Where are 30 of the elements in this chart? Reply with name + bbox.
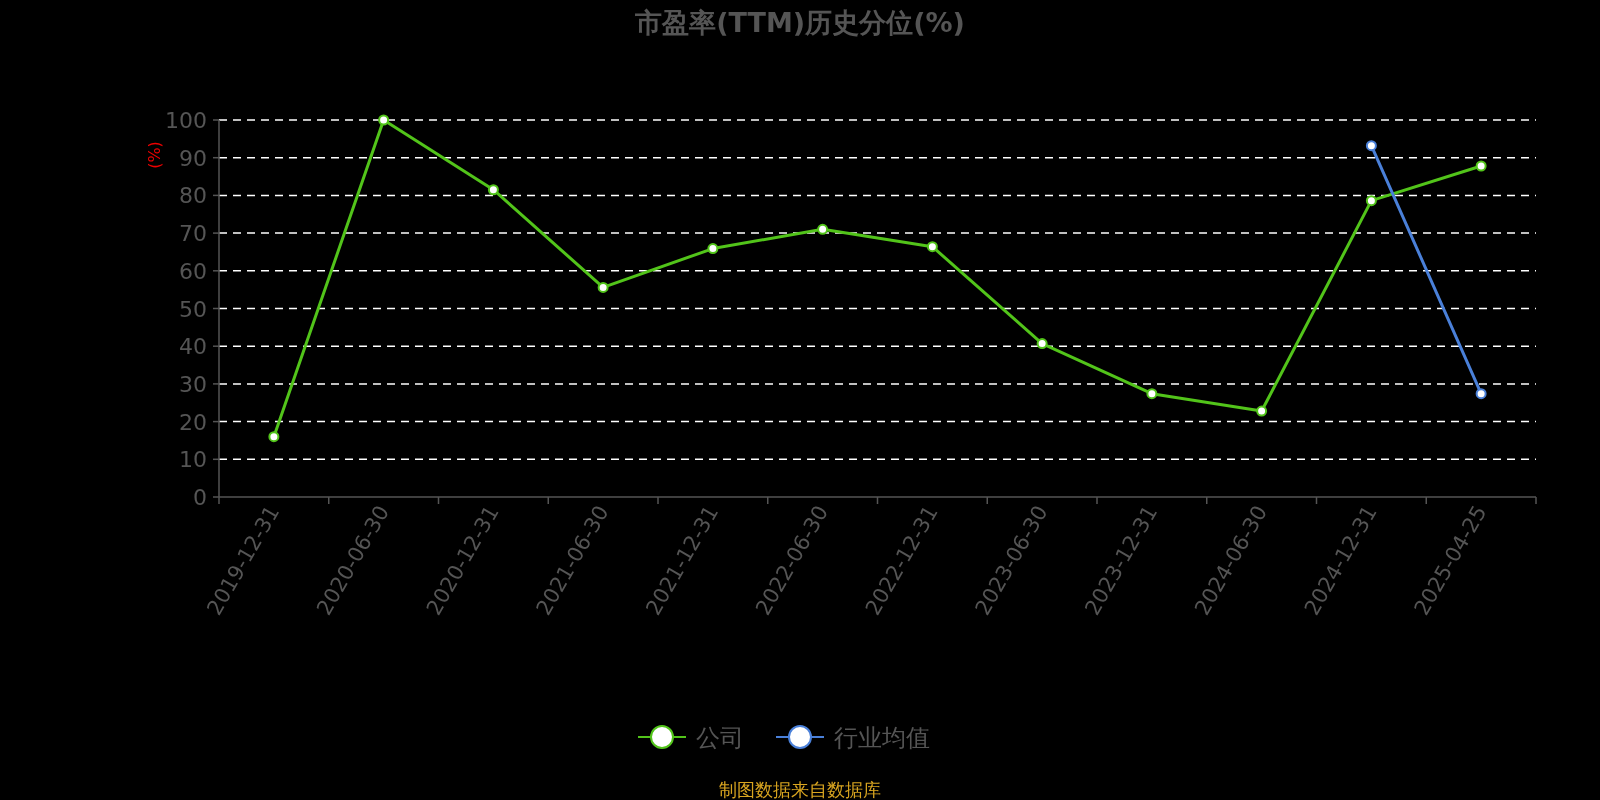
point (1365, 195, 1377, 207)
y-tick-label: 30 (179, 371, 207, 397)
chart-title: 市盈率(TTM)历史分位(%) (634, 7, 965, 38)
y-tick-label: 0 (193, 485, 207, 510)
point (487, 184, 499, 196)
point (1475, 388, 1487, 400)
text: 制图数据来自数据库 (719, 779, 881, 800)
point (1036, 338, 1048, 350)
y-tick-label: 10 (179, 447, 207, 473)
point (268, 431, 280, 443)
point (1475, 160, 1487, 172)
point (817, 223, 829, 235)
y-tick-label: 100 (165, 108, 207, 133)
legend-label: 行业均值 (834, 724, 930, 752)
legend-label: 公司 (696, 724, 744, 752)
y-tick-label: 50 (179, 296, 207, 322)
point (926, 241, 938, 253)
y-axis-title: (%) (145, 141, 164, 169)
point (378, 114, 390, 126)
y-tick-label: 60 (179, 258, 207, 284)
y-tick-label: 40 (179, 334, 207, 360)
point (1146, 388, 1158, 400)
point (707, 243, 719, 255)
point (1365, 140, 1377, 152)
y-tick-label: 20 (179, 409, 207, 435)
point (1256, 405, 1268, 417)
y-tick-label: 90 (179, 145, 207, 171)
point (597, 281, 609, 293)
y-tick-label: 80 (179, 183, 207, 209)
y-tick-label: 70 (179, 221, 207, 247)
